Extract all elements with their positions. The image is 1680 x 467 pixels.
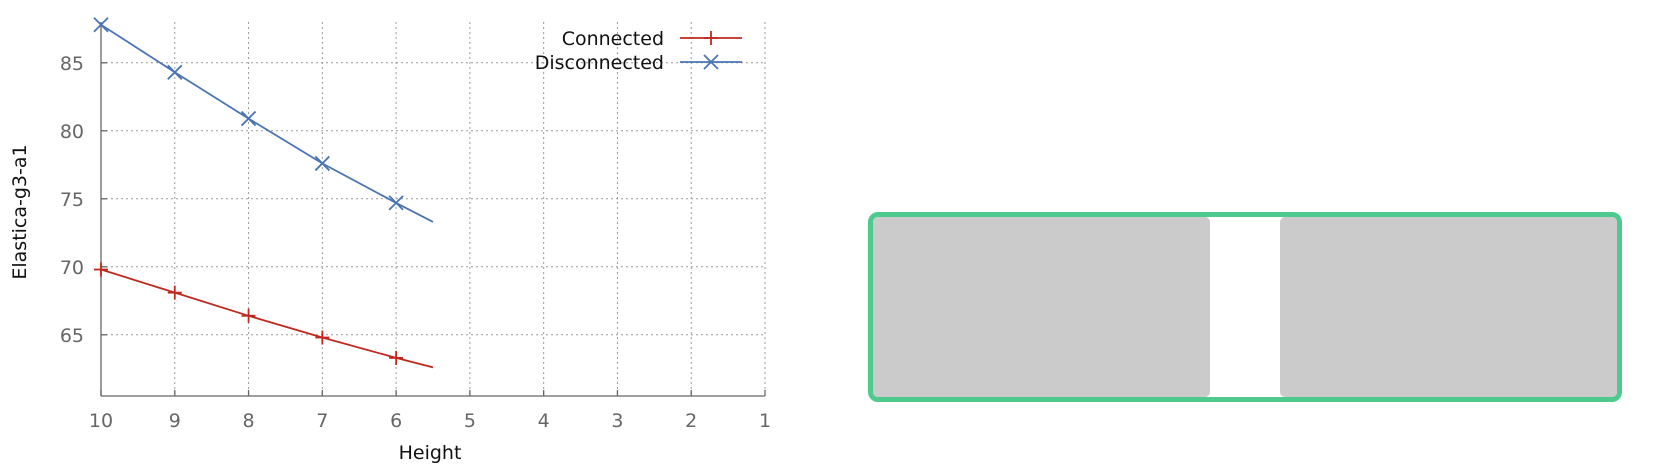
y-tick-label: 75 <box>60 189 84 211</box>
left-gray-block <box>873 217 1210 397</box>
disconnected-data-point <box>388 195 404 211</box>
right-gray-block <box>1280 217 1617 397</box>
disconnected-data-point <box>167 64 183 80</box>
disconnected-data-point <box>314 155 330 172</box>
x-tick-label: 9 <box>169 410 181 432</box>
x-tick-label: 10 <box>89 410 113 432</box>
x-tick-label: 3 <box>611 410 623 432</box>
connected-data-point <box>241 308 256 323</box>
grid-layer <box>101 22 766 396</box>
x-tick-label: 6 <box>390 410 402 432</box>
series-layer <box>93 17 434 369</box>
x-tick-label: 1 <box>759 410 771 432</box>
x-tick-label: 2 <box>685 410 697 432</box>
y-tick-label: 85 <box>60 53 84 75</box>
connected-legend-label: Connected <box>562 28 664 50</box>
y-tick-label: 80 <box>60 121 84 143</box>
connected-data-point <box>167 285 182 300</box>
connected-series-line <box>100 268 434 369</box>
y-axis-title: Elastica-g3-a1 <box>9 144 31 279</box>
connected-data-point <box>389 350 404 365</box>
connected-legend-marker <box>704 31 718 45</box>
y-tick-label: 70 <box>60 257 84 279</box>
disconnected-data-point <box>240 110 257 127</box>
x-axis-title: Height <box>399 442 462 464</box>
x-tick-label: 7 <box>316 410 328 432</box>
disconnected-series-line <box>100 23 434 223</box>
disconnected-legend-label: Disconnected <box>535 52 664 74</box>
x-tick-label: 5 <box>464 410 476 432</box>
y-tick-label: 65 <box>60 325 84 347</box>
connected-data-point <box>94 262 108 277</box>
disconnected-legend-marker <box>703 54 719 70</box>
axes-layer <box>100 22 766 397</box>
x-tick-label: 8 <box>243 410 255 432</box>
disconnected-data-point <box>93 17 109 33</box>
x-tick-label: 4 <box>538 410 550 432</box>
connected-data-point <box>315 330 330 345</box>
container-frame <box>868 212 1622 402</box>
